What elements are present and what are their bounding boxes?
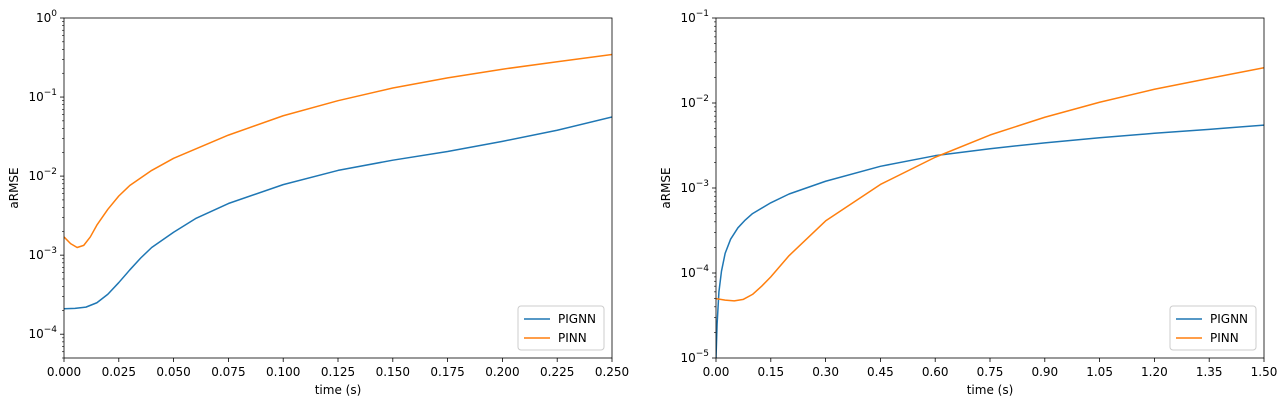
x-tick-label: 0.250 [595,365,629,379]
chart-panel-1: 0.000 0.025 0.050 0.075 0.100 0.125 0.150 0.175… [7,9,629,397]
x-tick-label: 1.20 [1141,365,1168,379]
x-tick-label: 1.35 [1196,365,1223,379]
y-tick-label: 10−3 [28,246,57,262]
x-tick-label: 0.000 [47,365,81,379]
x-tick-label: 0.175 [430,365,464,379]
x-tick-label: 0.00 [703,365,730,379]
x-tick-label: 0.225 [540,365,574,379]
legend-label-pignn: PIGNN [558,312,596,326]
y-axis-label: aRMSE [7,167,21,208]
x-tick-label: 0.200 [485,365,519,379]
legend-label-pinn: PINN [1210,331,1239,345]
x-tick-label: 0.60 [922,365,949,379]
y-tick-label: 10−4 [28,325,57,341]
legend: PIGNN PINN [1169,305,1257,351]
y-tick-label: 10−2 [680,94,709,110]
x-axis-label: time (s) [967,383,1014,397]
x-tick-label: 0.75 [977,365,1004,379]
chart-panel-2: 0.00 0.15 0.30 0.45 0.60 0.75 0.90 1.05 1.20 1.35… [659,9,1277,397]
series-line-pignn [716,124,1264,358]
x-tick-label: 0.075 [211,365,245,379]
legend-box [517,305,605,351]
x-tick-label: 0.100 [266,365,300,379]
y-tick-label: 10−1 [680,9,709,25]
legend-box [1169,305,1257,351]
y-tick-label: 10−5 [680,349,709,365]
x-tick-label: 0.050 [156,365,190,379]
x-tick-label: 0.45 [867,365,894,379]
x-tick-label: 0.150 [376,365,410,379]
x-axis-label: time (s) [315,383,362,397]
y-tick-label: 10−2 [28,167,57,183]
x-tick-label: 1.50 [1251,365,1278,379]
series-line-pinn [64,53,612,249]
y-tick-label: 100 [36,9,57,25]
legend-label-pinn: PINN [558,331,587,345]
series-line-pignn [64,116,612,310]
y-tick-label: 10−3 [680,179,709,195]
x-tick-label: 0.125 [321,365,355,379]
x-tick-label: 0.025 [102,365,136,379]
legend: PIGNN PINN [517,305,605,351]
x-tick-label: 1.05 [1086,365,1113,379]
series-line-pinn [716,66,1264,302]
y-axis-label: aRMSE [659,167,673,208]
x-tick-label: 0.15 [757,365,784,379]
x-tick-label: 0.30 [812,365,839,379]
legend-label-pignn: PIGNN [1210,312,1248,326]
y-tick-label: 10−4 [680,264,709,280]
y-tick-label: 10−1 [28,88,57,104]
x-tick-label: 0.90 [1031,365,1058,379]
